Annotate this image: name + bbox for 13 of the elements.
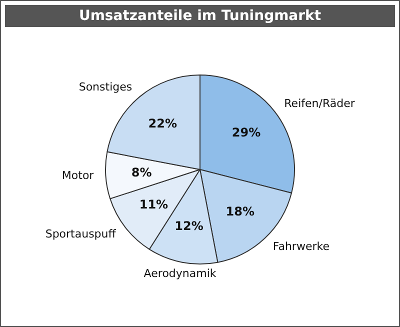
- slice-label: Aerodynamik: [144, 266, 217, 280]
- slice-label: Sportauspuff: [45, 228, 116, 241]
- data-label: 11%: [139, 198, 168, 212]
- slice-label: Fahrwerke: [272, 240, 330, 253]
- slice-label: Motor: [62, 169, 94, 182]
- data-label: 22%: [148, 116, 178, 130]
- data-label: 29%: [232, 126, 261, 140]
- data-label: 8%: [131, 165, 152, 180]
- slice-label: Reifen/Räder: [284, 97, 356, 110]
- slice-label: Sonstiges: [78, 80, 132, 94]
- data-label: 12%: [174, 219, 204, 234]
- data-label: 18%: [226, 204, 254, 218]
- chart-title: Umsatzanteile im Tuningmarkt: [5, 5, 395, 27]
